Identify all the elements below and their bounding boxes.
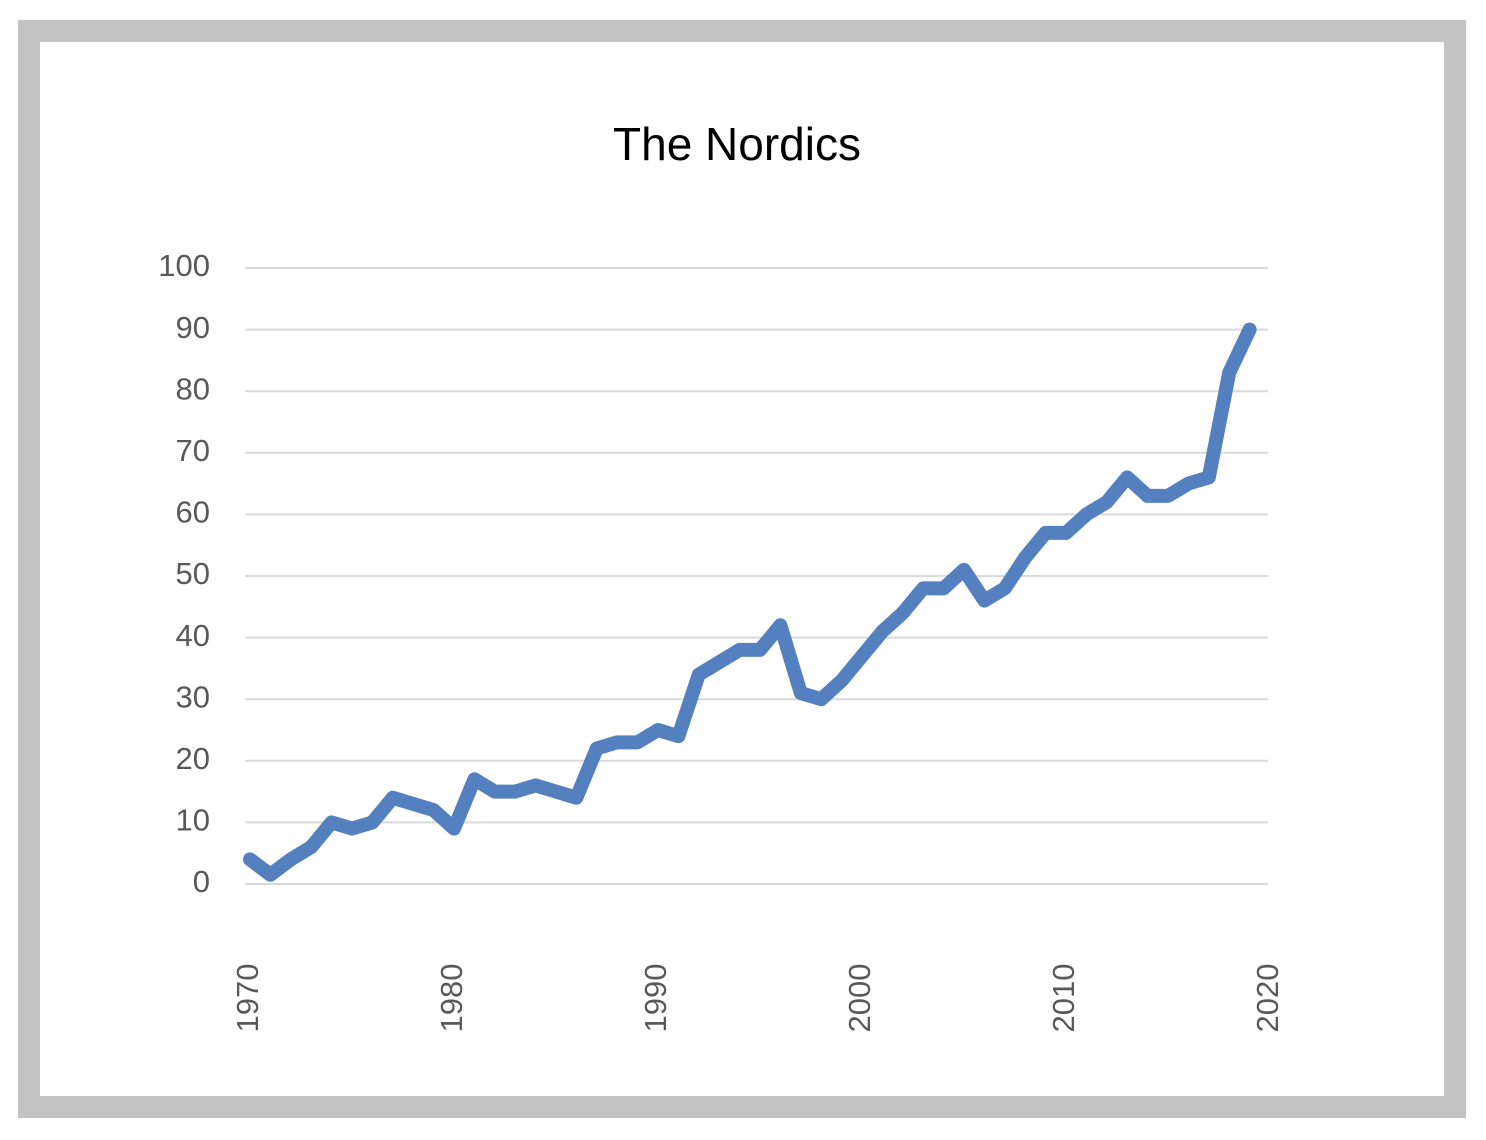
chart-title: The Nordics bbox=[613, 118, 861, 170]
y-tick-label: 20 bbox=[176, 741, 210, 776]
y-tick-label: 60 bbox=[176, 495, 210, 530]
y-tick-label: 100 bbox=[158, 248, 210, 283]
x-tick-label: 1970 bbox=[230, 964, 265, 1033]
y-tick-label: 40 bbox=[176, 618, 210, 653]
y-tick-label: 70 bbox=[176, 433, 210, 468]
y-tick-label: 0 bbox=[193, 864, 210, 899]
frame bbox=[18, 20, 1466, 1118]
y-tick-label: 10 bbox=[176, 803, 210, 838]
x-tick-label: 1980 bbox=[434, 964, 469, 1033]
y-tick-label: 50 bbox=[176, 556, 210, 591]
y-tick-label: 80 bbox=[176, 371, 210, 406]
x-tick-label: 1990 bbox=[638, 964, 673, 1033]
x-tick-label: 2020 bbox=[1250, 964, 1285, 1033]
y-tick-label: 30 bbox=[176, 679, 210, 714]
line-series bbox=[243, 322, 1257, 882]
x-tick-label: 2000 bbox=[842, 964, 877, 1033]
y-tick-label: 90 bbox=[176, 310, 210, 345]
x-tick-label: 2010 bbox=[1046, 964, 1081, 1033]
